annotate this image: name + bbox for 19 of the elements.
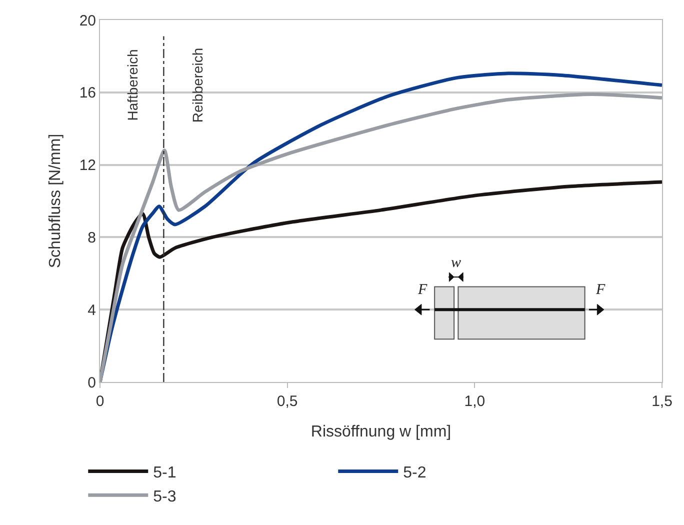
x-tick-label: 1,5 <box>652 393 672 410</box>
x-tick-label: 0,5 <box>276 393 298 410</box>
y-axis-title: Schubfluss [N/mm] <box>47 134 64 268</box>
y-tick-label: 0 <box>88 374 96 392</box>
x-axis-title: Rissöffnung w [mm] <box>310 424 452 441</box>
annotation: Haftbereich <box>124 49 140 121</box>
y-tick-label: 8 <box>88 229 96 246</box>
annotation: Reibbereich <box>189 48 206 123</box>
y-tick-label: 4 <box>88 302 96 319</box>
annotation: F <box>595 282 606 298</box>
legend-label: 5-1 <box>153 464 176 482</box>
annotation: F <box>417 282 428 298</box>
x-tick-label: 1,0 <box>464 393 486 410</box>
y-tick-label: 20 <box>79 12 96 30</box>
legend-label: 5-2 <box>403 464 426 482</box>
y-tick-label: 16 <box>79 84 96 102</box>
annotation: w <box>451 255 462 271</box>
legend-label: 5-3 <box>153 488 176 506</box>
y-tick-label: 12 <box>79 157 96 174</box>
